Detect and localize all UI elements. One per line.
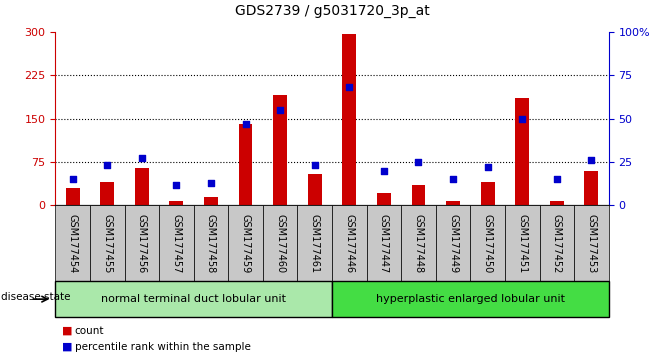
Point [171, 182, 182, 187]
Point [344, 85, 355, 90]
Bar [169, 201, 184, 205]
Point [102, 162, 113, 168]
Text: normal terminal duct lobular unit: normal terminal duct lobular unit [101, 294, 286, 304]
Text: GSM177456: GSM177456 [137, 214, 146, 273]
Point [240, 121, 251, 127]
Point [551, 176, 562, 182]
Bar [342, 34, 356, 205]
Bar [585, 171, 598, 205]
Bar [66, 188, 79, 205]
Bar [100, 182, 114, 205]
Point [68, 176, 78, 182]
Text: GSM177449: GSM177449 [448, 214, 458, 273]
Text: GSM177459: GSM177459 [241, 214, 251, 273]
Bar [446, 201, 460, 205]
Text: GSM177448: GSM177448 [413, 214, 423, 273]
Text: hyperplastic enlarged lobular unit: hyperplastic enlarged lobular unit [376, 294, 565, 304]
Text: count: count [75, 326, 104, 336]
Bar [204, 197, 218, 205]
Text: GDS2739 / g5031720_3p_at: GDS2739 / g5031720_3p_at [234, 4, 430, 18]
Text: percentile rank within the sample: percentile rank within the sample [75, 342, 251, 352]
Bar [516, 98, 529, 205]
Point [586, 158, 596, 163]
Text: GSM177453: GSM177453 [587, 214, 596, 273]
Text: GSM177446: GSM177446 [344, 214, 354, 273]
Point [309, 162, 320, 168]
Point [137, 156, 147, 161]
Bar [308, 173, 322, 205]
Text: disease state: disease state [1, 292, 71, 302]
Point [448, 176, 458, 182]
Bar [135, 168, 148, 205]
Text: GSM177447: GSM177447 [379, 214, 389, 273]
Text: GSM177455: GSM177455 [102, 214, 112, 273]
Point [413, 159, 424, 165]
Bar [550, 201, 564, 205]
Text: ■: ■ [62, 326, 72, 336]
Text: GSM177461: GSM177461 [310, 214, 320, 273]
Text: GSM177451: GSM177451 [518, 214, 527, 273]
Text: GSM177452: GSM177452 [552, 214, 562, 273]
Point [379, 168, 389, 173]
Bar [411, 185, 425, 205]
Text: GSM177450: GSM177450 [482, 214, 493, 273]
Bar [377, 193, 391, 205]
Text: GSM177460: GSM177460 [275, 214, 285, 273]
Bar [239, 124, 253, 205]
Text: GSM177457: GSM177457 [171, 214, 182, 273]
Point [206, 180, 216, 185]
Text: GSM177458: GSM177458 [206, 214, 216, 273]
Point [517, 116, 527, 121]
Bar [273, 96, 287, 205]
Bar [480, 182, 495, 205]
Point [482, 164, 493, 170]
Point [275, 107, 285, 113]
Text: GSM177454: GSM177454 [68, 214, 77, 273]
Text: ■: ■ [62, 342, 72, 352]
